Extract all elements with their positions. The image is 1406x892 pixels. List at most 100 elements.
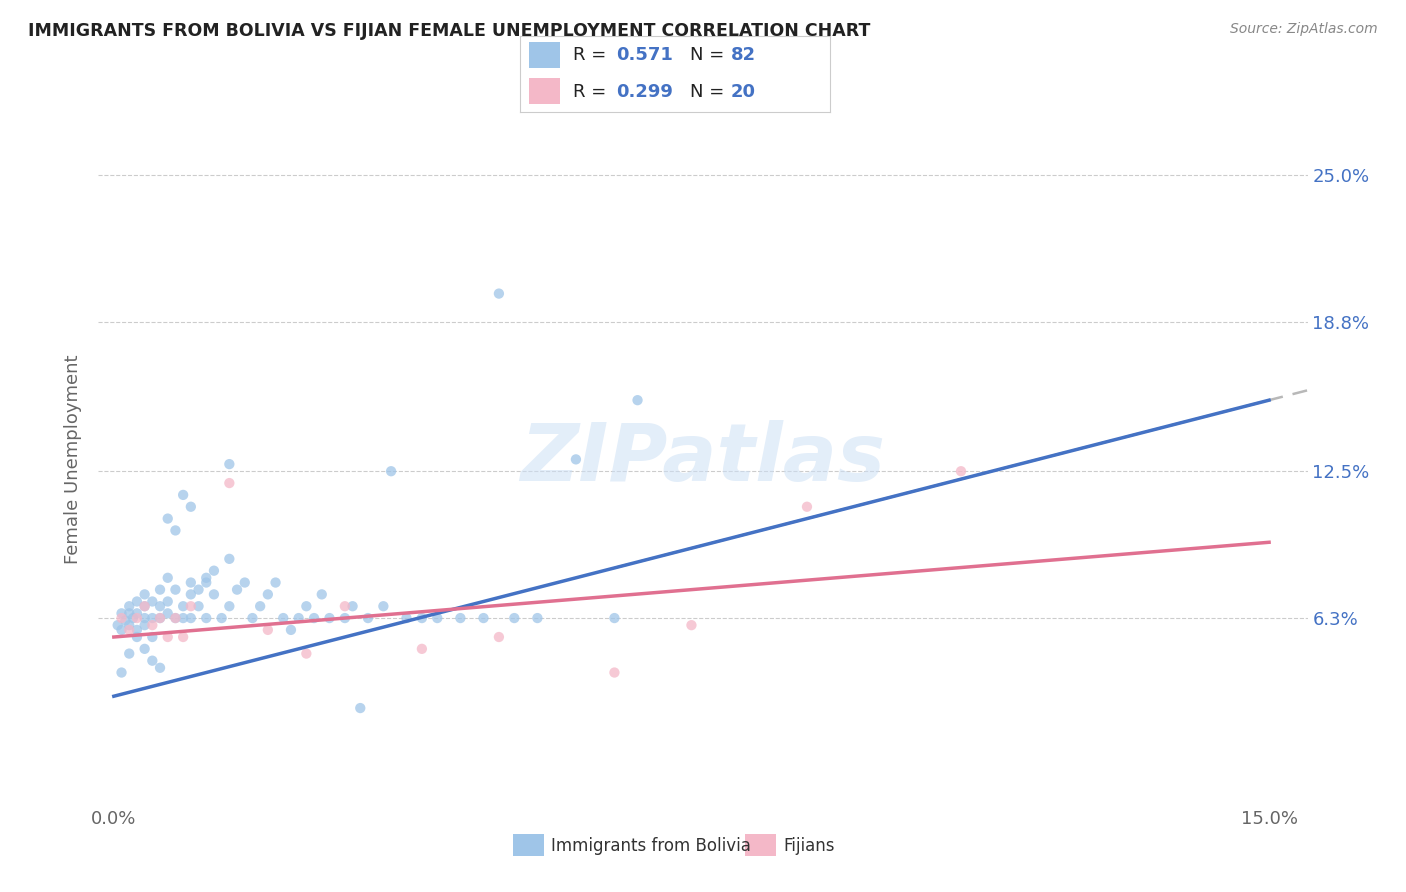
Y-axis label: Female Unemployment: Female Unemployment <box>65 355 83 564</box>
Point <box>342 599 364 614</box>
Point <box>626 393 648 408</box>
Text: Fijians: Fijians <box>783 837 835 855</box>
Point <box>110 607 132 621</box>
FancyBboxPatch shape <box>530 78 561 104</box>
Point <box>118 623 141 637</box>
Point <box>195 575 218 590</box>
Point <box>202 587 225 601</box>
Point <box>311 587 333 601</box>
Point <box>202 564 225 578</box>
Point <box>114 614 136 628</box>
Point <box>218 552 240 566</box>
Point <box>380 464 402 478</box>
Point <box>156 594 179 608</box>
Point <box>373 599 395 614</box>
Point <box>125 623 148 637</box>
Text: 0.299: 0.299 <box>616 83 673 101</box>
Point <box>149 611 172 625</box>
Point <box>488 286 510 301</box>
Point <box>333 599 356 614</box>
Point <box>357 611 380 625</box>
Point <box>172 611 194 625</box>
Point <box>218 457 240 471</box>
Point <box>411 611 433 625</box>
Point <box>125 630 148 644</box>
Point <box>257 587 280 601</box>
Point <box>172 599 194 614</box>
Point <box>165 524 187 538</box>
FancyBboxPatch shape <box>530 42 561 68</box>
Point <box>149 582 172 597</box>
Point <box>156 607 179 621</box>
Text: IMMIGRANTS FROM BOLIVIA VS FIJIAN FEMALE UNEMPLOYMENT CORRELATION CHART: IMMIGRANTS FROM BOLIVIA VS FIJIAN FEMALE… <box>28 22 870 40</box>
Point <box>118 647 141 661</box>
Point <box>149 599 172 614</box>
Point <box>603 611 626 625</box>
Point <box>411 641 433 656</box>
Point <box>242 611 264 625</box>
Point <box>796 500 818 514</box>
Point <box>141 630 163 644</box>
Point <box>264 575 287 590</box>
Point <box>472 611 495 625</box>
Point <box>149 661 172 675</box>
Point <box>122 611 145 625</box>
Point <box>211 611 233 625</box>
Point <box>118 618 141 632</box>
Point <box>187 599 209 614</box>
Text: N =: N = <box>690 83 730 101</box>
Point <box>271 611 294 625</box>
Point <box>118 607 141 621</box>
Point <box>125 594 148 608</box>
Point <box>180 500 202 514</box>
Point <box>295 647 318 661</box>
Point <box>503 611 526 625</box>
Point <box>180 611 202 625</box>
Point <box>149 611 172 625</box>
Point <box>134 618 156 632</box>
Text: Source: ZipAtlas.com: Source: ZipAtlas.com <box>1230 22 1378 37</box>
Point <box>681 618 703 632</box>
Point <box>172 488 194 502</box>
Point <box>118 599 141 614</box>
Text: N =: N = <box>690 46 730 64</box>
Text: R =: R = <box>572 46 612 64</box>
Point <box>165 611 187 625</box>
Text: 0.571: 0.571 <box>616 46 673 64</box>
Point <box>257 623 280 637</box>
Point <box>449 611 471 625</box>
Point <box>488 630 510 644</box>
Point <box>565 452 588 467</box>
Point <box>134 599 156 614</box>
Point <box>226 582 249 597</box>
Point <box>426 611 449 625</box>
Point <box>233 575 256 590</box>
Point <box>195 571 218 585</box>
Point <box>134 611 156 625</box>
Point <box>333 611 356 625</box>
Point <box>134 599 156 614</box>
Point <box>134 641 156 656</box>
Point <box>395 611 418 625</box>
Point <box>302 611 325 625</box>
Point <box>526 611 548 625</box>
Point <box>141 611 163 625</box>
Point <box>134 587 156 601</box>
Text: ZIPatlas: ZIPatlas <box>520 420 886 499</box>
Point <box>141 654 163 668</box>
Point <box>141 594 163 608</box>
Point <box>156 630 179 644</box>
Point <box>180 587 202 601</box>
Point <box>950 464 973 478</box>
Point <box>349 701 371 715</box>
Point <box>110 611 132 625</box>
Point <box>280 623 302 637</box>
Point <box>249 599 271 614</box>
Point <box>180 575 202 590</box>
Point <box>187 582 209 597</box>
Point <box>295 599 318 614</box>
Point <box>195 611 218 625</box>
Point <box>156 571 179 585</box>
Point <box>110 665 132 680</box>
Text: 82: 82 <box>731 46 755 64</box>
